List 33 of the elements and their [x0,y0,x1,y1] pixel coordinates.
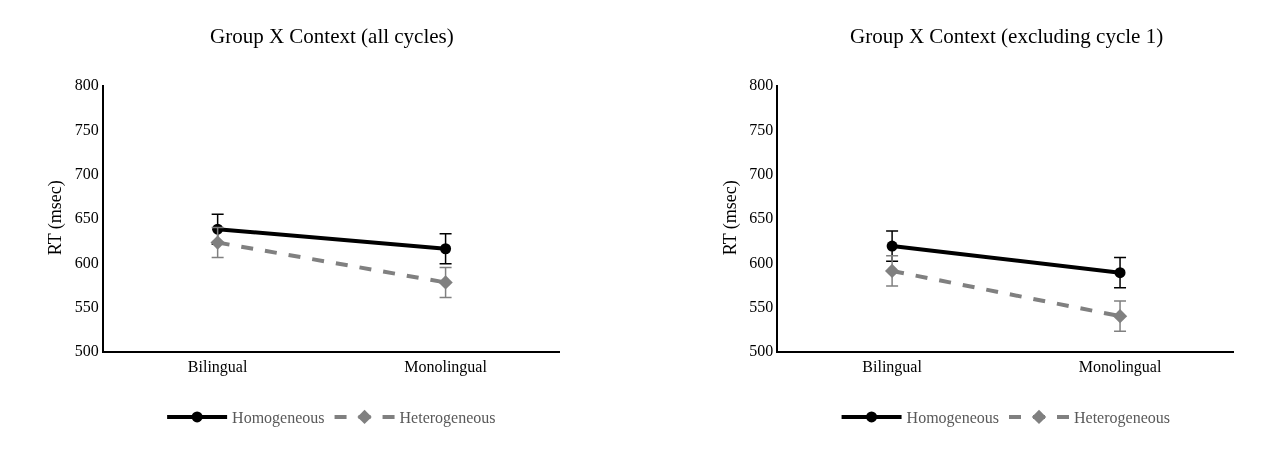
point [886,240,898,252]
x-tick-label: Monolingual [404,357,488,376]
point [210,235,225,250]
y-tick-label: 500 [749,342,774,360]
x-tick-label: Bilingual [187,357,248,376]
legend-label: Homogeneous [906,409,1000,428]
chart-title: Group X Context (all cycles) [210,24,454,48]
x-tick-label: Monolingual [1078,357,1162,376]
legend-label: Heterogeneous [1074,409,1170,428]
y-tick-label: 600 [74,253,99,271]
y-tick-label: 800 [74,76,99,94]
y-axis-title: RT (msec) [45,180,67,256]
point [438,275,453,290]
y-tick-label: 550 [74,298,99,316]
y-tick-label: 800 [749,76,774,94]
y-tick-label: 750 [749,120,774,138]
point [1112,309,1128,324]
chart-title: Group X Context (excluding cycle 1) [850,24,1164,48]
legend-label: Homogeneous [232,409,325,428]
point [884,263,900,279]
y-axis-title: RT (msec) [719,180,741,256]
point [440,243,452,255]
x-tick-label: Bilingual [862,357,923,376]
y-tick-label: 700 [74,164,99,182]
point [1114,267,1126,279]
y-tick-label: 650 [749,209,774,227]
y-tick-label: 550 [749,298,774,316]
y-tick-label: 650 [74,209,99,227]
legend-label: Heterogeneous [399,409,496,428]
y-tick-label: 500 [74,342,99,360]
y-tick-label: 750 [74,120,99,138]
y-tick-label: 700 [749,164,774,182]
y-tick-label: 600 [749,253,774,271]
